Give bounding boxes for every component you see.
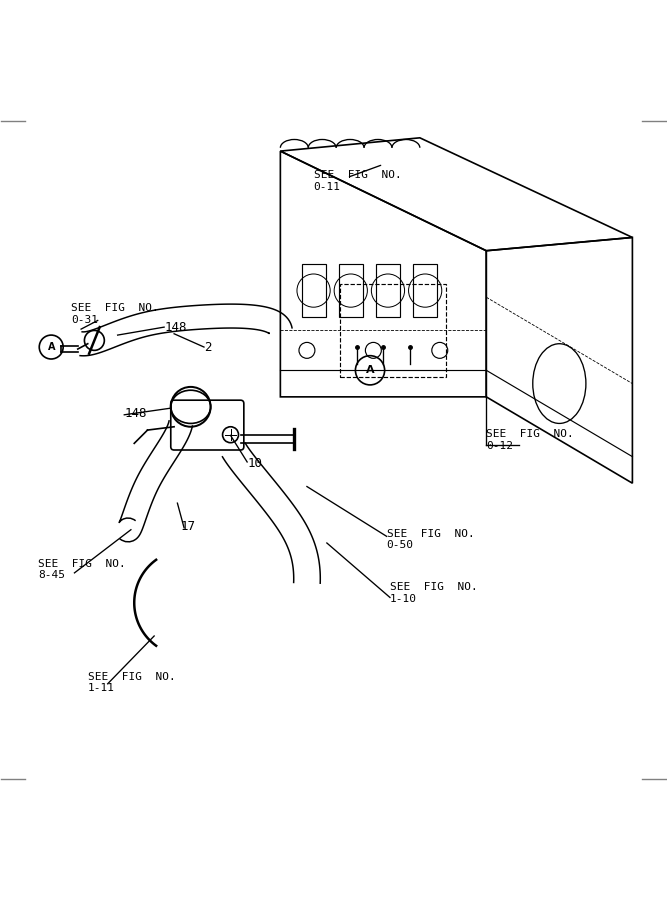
Text: SEE  FIG  NO.
1-11: SEE FIG NO. 1-11 (88, 671, 175, 693)
Text: SEE  FIG  NO.
0-50: SEE FIG NO. 0-50 (387, 529, 474, 551)
Text: SEE  FIG  NO.
1-10: SEE FIG NO. 1-10 (390, 582, 478, 604)
Text: 148: 148 (164, 320, 187, 334)
Text: A: A (47, 342, 55, 352)
Bar (340, 284, 446, 377)
Text: 10: 10 (247, 457, 262, 470)
Text: SEE  FIG  NO.
0-31: SEE FIG NO. 0-31 (71, 303, 159, 325)
Text: A: A (366, 365, 374, 375)
Text: 17: 17 (181, 520, 195, 533)
Bar (376, 264, 400, 317)
Bar (339, 264, 363, 317)
Bar (301, 264, 325, 317)
Text: SEE  FIG  NO.
8-45: SEE FIG NO. 8-45 (38, 559, 125, 580)
Text: SEE  FIG  NO.
0-11: SEE FIG NO. 0-11 (313, 170, 402, 192)
Bar (414, 264, 437, 317)
Text: SEE  FIG  NO.
0-12: SEE FIG NO. 0-12 (486, 429, 574, 451)
Text: 148: 148 (124, 407, 147, 420)
Text: 2: 2 (204, 340, 211, 354)
